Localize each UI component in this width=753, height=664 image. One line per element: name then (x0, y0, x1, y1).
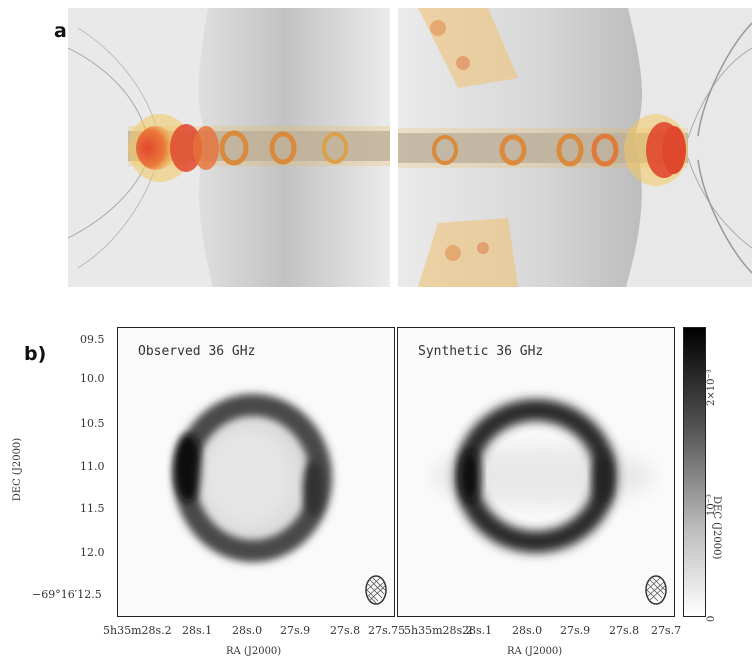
observed-title: Observed 36 GHz (138, 344, 256, 359)
synthetic-map: Synthetic 36 GHz (397, 327, 675, 617)
render-right-graphic (398, 8, 752, 287)
dec-tick: 10.0 (80, 372, 105, 385)
panel-b-label: b) (24, 343, 47, 365)
colorbar-gradient (684, 328, 705, 616)
y-axis-title: DEC (J2000) (12, 437, 24, 502)
synthetic-ring-image (433, 399, 667, 605)
colorbar (683, 327, 706, 617)
render-left-graphic (68, 8, 390, 287)
ra-tick-right: 27s.9 (560, 624, 591, 637)
ra-tick-right: 27s.7 (651, 624, 682, 637)
render-3d-left (68, 8, 390, 287)
dec-tick: 12.0 (80, 546, 105, 559)
dec-tick: 11.0 (80, 460, 105, 473)
dec-tick: −69°16′12.5 (32, 588, 102, 601)
ra-tick-left: 5h35m28s.2 (103, 624, 172, 637)
ra-tick-left: 27s.8 (330, 624, 361, 637)
ra-tick-right: 28s.0 (512, 624, 543, 637)
x-axis-title-left: RA (J2000) (226, 646, 282, 657)
ra-tick-left: 27s.9 (280, 624, 311, 637)
ra-tick-left: 28s.0 (232, 624, 263, 637)
ra-tick-right: 5h35m28s.2 (404, 624, 473, 637)
observed-map: Observed 36 GHz (117, 327, 395, 617)
dec-tick: 10.5 (80, 417, 105, 430)
ra-tick-left: 27s.75 (368, 624, 406, 637)
colorbar-title: DEC (J2000) (711, 496, 722, 560)
ra-tick-right: 28s.1 (462, 624, 493, 637)
colorbar-tick: 0 (706, 615, 717, 622)
colorbar-tick: 2×10⁻³ (706, 369, 717, 406)
dec-tick: 09.5 (80, 333, 105, 346)
render-3d-right (398, 8, 752, 287)
x-axis-title-right: RA (J2000) (507, 646, 563, 657)
dec-tick: 11.5 (80, 502, 105, 515)
synthetic-title: Synthetic 36 GHz (418, 344, 544, 359)
observed-ring-image (174, 394, 387, 605)
ra-tick-right: 27s.8 (609, 624, 640, 637)
ra-tick-left: 28s.1 (182, 624, 213, 637)
